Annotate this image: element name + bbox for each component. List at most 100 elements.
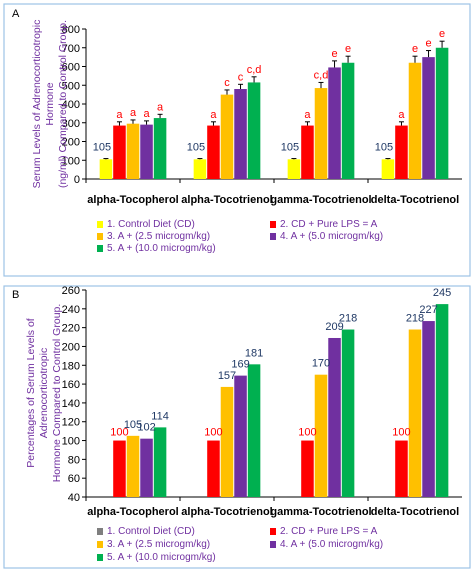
chart-a-significance-letter: c,d [314, 69, 329, 81]
chart-a-bar [395, 125, 408, 179]
chart-a-y-tick-label: 700 [62, 43, 80, 55]
chart-b-bar [408, 329, 422, 497]
chart-a-bar [99, 159, 113, 179]
chart-a-y-tick-label: 100 [62, 155, 80, 167]
chart-b-value-label: 100 [204, 427, 222, 439]
chart-a-legend: 1. Control Diet (CD) 2. CD + Pure LPS = A… [97, 219, 383, 254]
chart-b-value-label: 227 [419, 304, 437, 316]
chart-b-legend-label: 2. CD + Pure LPS = A [280, 526, 378, 537]
chart-a-bar [113, 125, 126, 179]
chart-b-bar [234, 375, 247, 497]
chart-a-significance-letter: a [398, 109, 405, 121]
chart-a-bar [301, 125, 314, 179]
chart-b-y-axis-label-line: Hormone Compared to Control Group. [51, 304, 63, 483]
chart-b-bar [126, 435, 140, 497]
chart-b-y-axis-label: Percentages of Serum Levels ofAdrenocort… [25, 304, 63, 483]
chart-b-bar [220, 386, 234, 497]
chart-a-y-axis-label-line: Hormone [44, 82, 56, 125]
chart-a-significance-letter: a [116, 109, 123, 121]
chart-a-y-tick-label: 200 [62, 137, 80, 149]
chart-b-y-tick-label: 180 [62, 360, 80, 372]
chart-a-category-label: delta-Tocotrienol [371, 194, 459, 206]
chart-b-value-label: 169 [231, 359, 249, 371]
chart-a-bar [408, 62, 422, 179]
chart-a-legend-label: 5. A + (10.0 microgm/kg) [107, 243, 216, 254]
chart-a-bar [126, 123, 140, 179]
chart-b-bar [435, 304, 449, 497]
chart-b-legend-swatch [97, 554, 103, 561]
chart-a-bar [328, 67, 341, 179]
chart-b-bar [314, 374, 328, 497]
chart-b-category-label: alpha-Tocopherol [87, 506, 178, 518]
chart-a-value-label: 105 [375, 141, 393, 153]
chart-a-significance-letter: e [439, 28, 445, 40]
chart-a-significance-letter: a [143, 108, 150, 120]
chart-a-y-tick-label: 600 [62, 62, 80, 74]
chart-b-y-axis-label-line: Percentages of Serum Levels of [25, 318, 37, 467]
chart-a-y-axis-label: Serum Levels of AdrenocorticotropicHormo… [31, 20, 69, 189]
chart-a-category-label: gamma-Tocotrienol [270, 194, 371, 206]
chart-a-bar [381, 159, 395, 179]
chart-a-legend-label: 2. CD + Pure LPS = A [280, 219, 378, 230]
chart-a-panel-label: A [12, 8, 20, 20]
chart-b-value-label: 245 [433, 287, 451, 299]
chart-a-y-tick-label: 0 [74, 174, 80, 186]
chart-b-y-tick-label: 100 [62, 436, 80, 448]
chart-a-bar [140, 124, 153, 179]
chart-b-legend-label: 4. A + (5.0 microgm/kg) [280, 539, 383, 550]
chart-a-legend-swatch [97, 233, 103, 240]
chart-a-bar [287, 159, 301, 179]
chart-b-panel-label: B [12, 289, 19, 301]
chart-b-y-tick-label: 80 [68, 454, 80, 466]
chart-a-legend-swatch [270, 233, 276, 240]
chart-b-legend-swatch [97, 541, 103, 548]
chart-a-value-label: 105 [93, 141, 111, 153]
chart-b-value-label: 100 [110, 427, 128, 439]
chart-b-bar [422, 321, 435, 497]
chart-a-legend-label: 3. A + (2.5 microgm/kg) [107, 231, 210, 242]
chart-a-bar [314, 88, 328, 179]
chart-a-y-axis-label-line: (ng/ml) Compared to Control Group. [57, 20, 69, 188]
chart-a-significance-letter: c [224, 77, 230, 89]
chart-b-y-tick-label: 40 [68, 492, 80, 504]
chart-b-legend-swatch [270, 541, 276, 548]
chart-b-value-label: 170 [312, 358, 330, 370]
chart-a-bar [234, 89, 247, 179]
chart-b-bar [301, 440, 314, 497]
chart-b-value-label: 157 [218, 370, 236, 382]
chart-b-value-label: 181 [245, 347, 263, 359]
chart-b-legend-label: 1. Control Diet (CD) [107, 526, 195, 537]
chart-a-value-label: 105 [187, 141, 205, 153]
chart-a-legend-label: 4. A + (5.0 microgm/kg) [280, 231, 383, 242]
chart-b-value-label: 102 [137, 422, 155, 434]
chart-b-category-label: alpha-Tocotrienol [181, 506, 272, 518]
chart-a-legend-label: 1. Control Diet (CD) [107, 219, 195, 230]
chart-a-bar [247, 82, 261, 179]
chart-b-y-tick-label: 140 [62, 398, 80, 410]
chart-b-bar [113, 440, 126, 497]
chart-b-y-axis-label-line: Adrenocorticotropic [38, 348, 50, 438]
chart-a-significance-letter: e [345, 43, 351, 55]
chart-b-category-label: gamma-Tocotrienol [270, 506, 371, 518]
chart-a-y-tick-label: 300 [62, 118, 80, 130]
chart-a-bar [435, 47, 449, 179]
chart-a-category-label: alpha-Tocopherol [87, 194, 178, 206]
chart-b-bar [140, 438, 153, 497]
chart-b-y-tick-label: 120 [62, 417, 80, 429]
chart-b-legend: 1. Control Diet (CD) 2. CD + Pure LPS = A… [97, 526, 383, 563]
chart-a-significance-letter: e [412, 43, 418, 55]
chart-a-bar [422, 57, 435, 179]
chart-b-y-tick-label: 220 [62, 323, 80, 335]
chart-b-value-label: 100 [298, 427, 316, 439]
chart-a-bar [207, 125, 220, 179]
chart-a-bar [153, 118, 167, 179]
chart-b-bar [328, 337, 341, 497]
chart-b-bar [247, 364, 261, 497]
chart-b-legend-swatch [270, 528, 276, 535]
chart-a-category-label: alpha-Tocotrienol [181, 194, 272, 206]
chart-a-significance-letter: e [331, 48, 337, 60]
chart-a-legend-swatch [97, 221, 103, 228]
chart-b-bar [207, 440, 220, 497]
